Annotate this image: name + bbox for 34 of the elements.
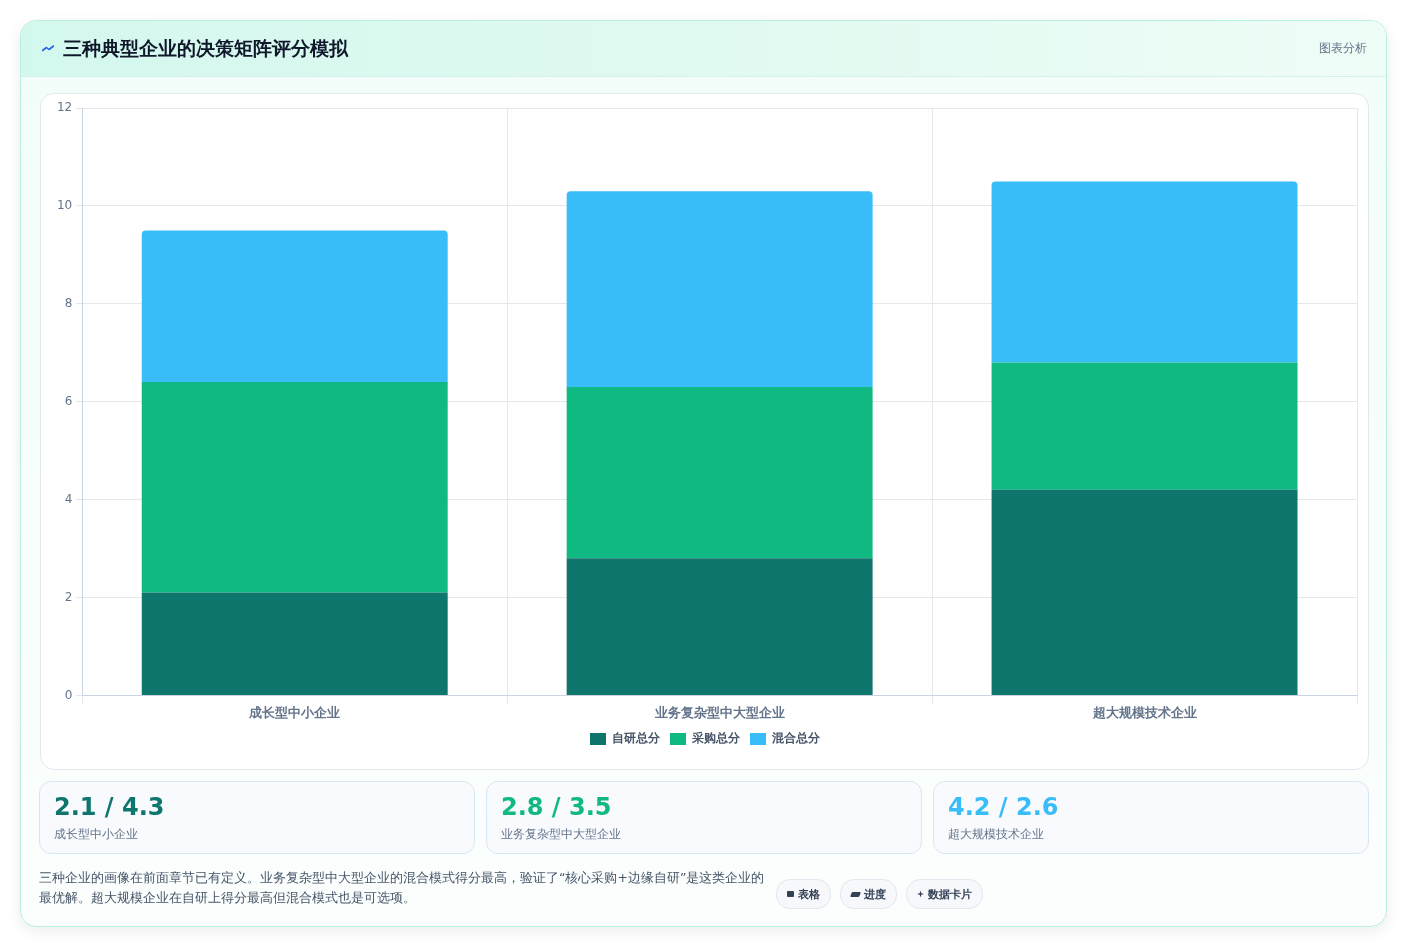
bar [566, 558, 873, 695]
y-tick-label: 12 [56, 100, 73, 115]
y-tick-label: 6 [64, 393, 73, 408]
y-tick-label: 2 [64, 589, 73, 604]
legend-label: 采购总分 [691, 731, 741, 746]
x-tick-label: 成长型中小企业 [248, 704, 341, 720]
tag: 表格 [776, 879, 831, 909]
legend-label: 自研总分 [612, 731, 661, 746]
bar [991, 181, 1298, 363]
text: 图表分析 [1319, 40, 1367, 56]
text: 2.1 / 4.3 [54, 793, 165, 821]
y-tick-label: 8 [64, 295, 73, 310]
bar [566, 387, 873, 559]
category-label: 成长型中小企业 [54, 826, 138, 842]
legend-label: 混合总分 [771, 731, 821, 746]
tag: 进度 [840, 879, 897, 909]
bar [141, 592, 448, 695]
chart-title: 三种典型企业的决策矩阵评分模拟 [63, 36, 348, 61]
y-tick-label: 10 [56, 198, 73, 213]
category-label: 业务复杂型中大型企业 [501, 826, 621, 842]
bar [566, 191, 873, 388]
bar [991, 362, 1298, 490]
bar [141, 382, 448, 593]
text: 2.8 / 3.5 [501, 793, 612, 821]
x-tick-label: 业务复杂型中大型企业 [653, 704, 785, 720]
text: 4.2 / 2.6 [948, 793, 1059, 821]
bar [991, 489, 1298, 695]
y-tick-label: 4 [64, 491, 73, 506]
bar [141, 230, 448, 383]
tag: 数据卡片 [906, 879, 983, 909]
category-label: 超大规模技术企业 [948, 826, 1044, 842]
y-tick-label: 0 [64, 687, 73, 702]
text: 三种企业的画像在前面章节已有定义。业务复杂型中大型企业的混合模式得分最高，验证了“核心采购+边缘自研”是这类企业的最优解。超大规模企业在自研上得分最高但混合模式也是可选项。 [39, 869, 766, 907]
x-tick-label: 超大规模技术企业 [1091, 704, 1197, 720]
